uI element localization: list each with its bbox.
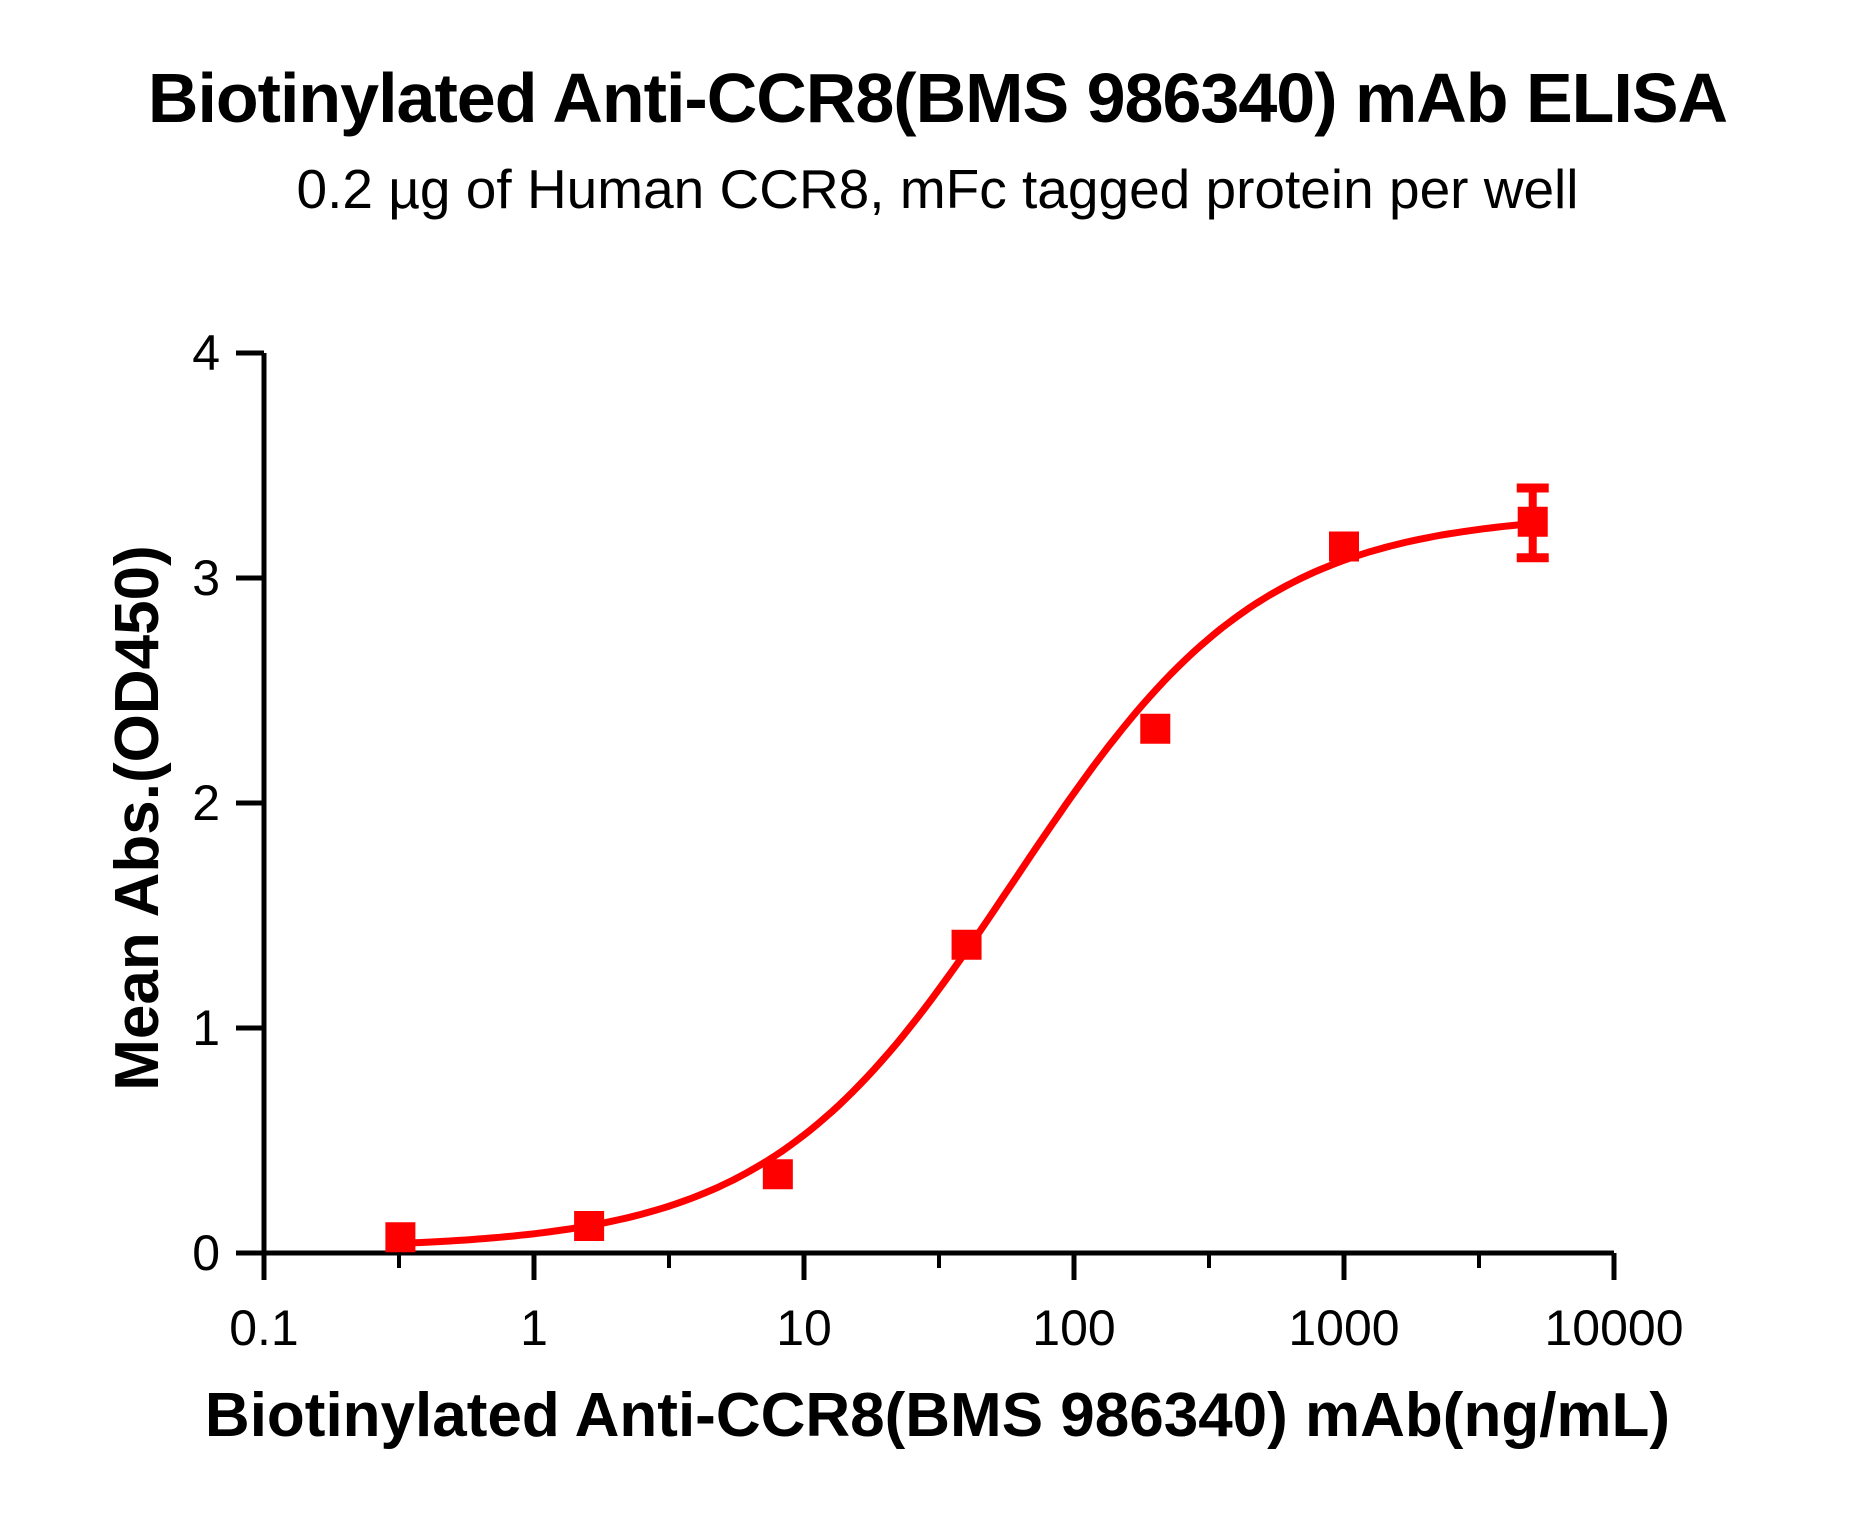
x-tick-label: 10 [776,1300,832,1356]
y-tick-label: 3 [192,550,220,606]
data-point-marker [1329,531,1359,562]
y-tick-label: 0 [192,1225,220,1281]
x-tick-label: 10000 [1544,1300,1683,1356]
y-axis-title: Mean Abs.(OD450) [103,545,172,1091]
data-point-marker [1517,506,1548,537]
data-point-marker [762,1159,793,1190]
fit-curve-line [396,520,1537,1247]
x-axis-title: Biotinylated Anti-CCR8(BMS 986340) mAb(n… [204,1381,1671,1450]
data-point-marker [574,1211,605,1241]
x-tick-label: 1000 [1288,1300,1399,1356]
data-point-marker [385,1222,416,1253]
y-tick-label: 1 [192,1000,220,1056]
x-tick-label: 0.1 [229,1300,299,1356]
y-tick-label: 4 [192,325,220,381]
axis-spine [261,353,1614,1256]
x-tick-label: 1 [520,1300,548,1356]
data-point-marker [1140,713,1171,744]
chart-subtitle: 0.2 µg of Human CCR8, mFc tagged protein… [296,158,1579,220]
y-tick-label: 2 [192,775,220,831]
data-point-marker [951,929,982,960]
chart-title: Biotinylated Anti-CCR8(BMS 986340) mAb E… [147,59,1728,137]
x-tick-label: 100 [1032,1300,1115,1356]
